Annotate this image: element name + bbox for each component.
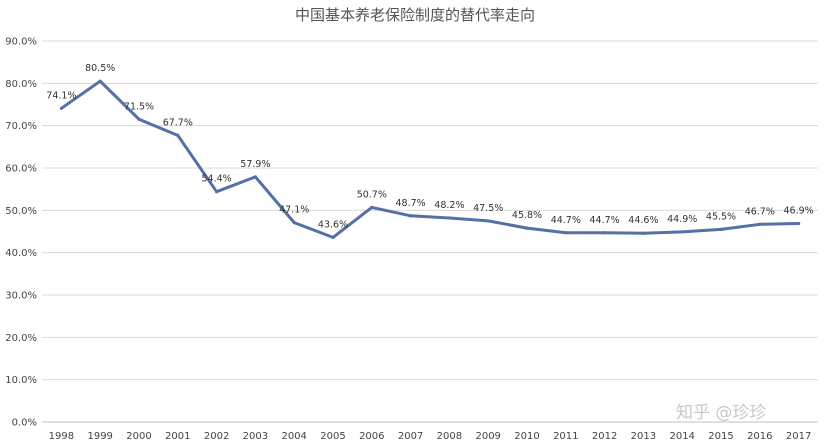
data-label: 47.5% <box>473 203 503 214</box>
data-label: 74.1% <box>46 90 76 101</box>
x-tick-label: 2001 <box>165 431 190 442</box>
data-point <box>564 231 568 235</box>
x-tick-label: 2017 <box>786 431 811 442</box>
data-point <box>797 221 801 226</box>
x-tick-label: 2014 <box>669 431 694 442</box>
data-label: 44.6% <box>628 215 658 226</box>
data-label: 48.7% <box>396 198 426 209</box>
data-point <box>370 205 374 209</box>
x-tick-label: 1999 <box>87 431 112 442</box>
data-label: 44.7% <box>590 215 620 226</box>
data-label: 50.7% <box>357 189 387 200</box>
data-point <box>603 231 607 235</box>
chart-title: 中国基本养老保险制度的替代率走向 <box>294 6 535 24</box>
x-tick-label: 2013 <box>631 431 656 442</box>
x-tick-label: 2003 <box>243 431 268 442</box>
data-label: 71.5% <box>124 101 154 112</box>
y-tick-label: 40.0% <box>5 248 37 259</box>
data-labels: 74.1% 80.5% 71.5% 67.7% 54.4% 57.9% 47.1% 43.6%… <box>46 63 813 230</box>
y-tick-label: 10.0% <box>5 375 37 386</box>
y-axis-ticks: 0.0% 10.0% 20.0% 30.0% 40.0% 50.0% 60.0% 70.0% 8… <box>5 37 37 429</box>
data-point <box>59 106 64 110</box>
x-tick-label: 2000 <box>126 431 151 442</box>
y-tick-label: 60.0% <box>5 164 37 175</box>
data-label: 46.7% <box>745 206 775 217</box>
x-tick-label: 2011 <box>553 431 578 442</box>
gridlines <box>42 40 818 423</box>
data-label: 44.7% <box>551 215 581 226</box>
data-point <box>758 222 762 226</box>
x-tick-label: 2015 <box>708 431 733 442</box>
data-label: 45.8% <box>512 210 542 221</box>
data-label: 46.9% <box>784 205 814 216</box>
data-label: 54.4% <box>202 174 232 185</box>
data-label: 43.6% <box>318 219 348 230</box>
data-point <box>409 214 413 218</box>
data-label: 45.5% <box>706 211 736 222</box>
y-tick-label: 20.0% <box>5 333 37 344</box>
x-axis-ticks: 1998 1999 2000 2001 2002 2003 2004 2005 2006 2007… <box>49 431 812 442</box>
x-tick-label: 2008 <box>437 431 462 442</box>
x-tick-label: 2005 <box>320 431 345 442</box>
x-tick-label: 2002 <box>204 431 229 442</box>
data-point <box>292 221 296 225</box>
data-point <box>719 227 723 231</box>
x-tick-label: 2010 <box>514 431 539 442</box>
data-label: 80.5% <box>85 63 115 74</box>
y-tick-label: 50.0% <box>5 206 37 217</box>
series-points <box>59 79 801 240</box>
y-tick-label: 0.0% <box>12 418 37 429</box>
data-point <box>680 230 684 234</box>
x-tick-label: 2006 <box>359 431 384 442</box>
series-line-path <box>59 79 801 239</box>
x-tick-label: 2012 <box>592 431 617 442</box>
data-label: 47.1% <box>279 205 309 216</box>
series-line <box>59 79 801 239</box>
y-tick-label: 30.0% <box>5 291 37 302</box>
y-tick-label: 70.0% <box>5 121 37 132</box>
data-point <box>447 216 451 220</box>
data-point <box>215 190 219 194</box>
data-point <box>641 231 646 235</box>
data-label: 57.9% <box>240 159 270 170</box>
y-tick-label: 80.0% <box>5 79 37 90</box>
data-point <box>98 79 102 83</box>
data-point <box>525 226 529 230</box>
x-tick-label: 2004 <box>281 431 306 442</box>
data-point <box>137 117 141 121</box>
data-label: 48.2% <box>434 200 464 211</box>
x-tick-label: 2016 <box>747 431 772 442</box>
y-tick-label: 90.0% <box>5 37 37 48</box>
x-tick-label: 1998 <box>49 431 74 442</box>
data-point <box>176 133 180 138</box>
watermark-text: 知乎 @珍珍 <box>676 403 767 423</box>
x-tick-label: 2007 <box>398 431 423 442</box>
data-point <box>331 235 335 240</box>
x-tick-label: 2009 <box>475 431 500 442</box>
data-label: 44.9% <box>667 214 697 225</box>
data-point <box>486 219 490 223</box>
data-point <box>253 175 257 179</box>
data-label: 67.7% <box>163 117 193 128</box>
